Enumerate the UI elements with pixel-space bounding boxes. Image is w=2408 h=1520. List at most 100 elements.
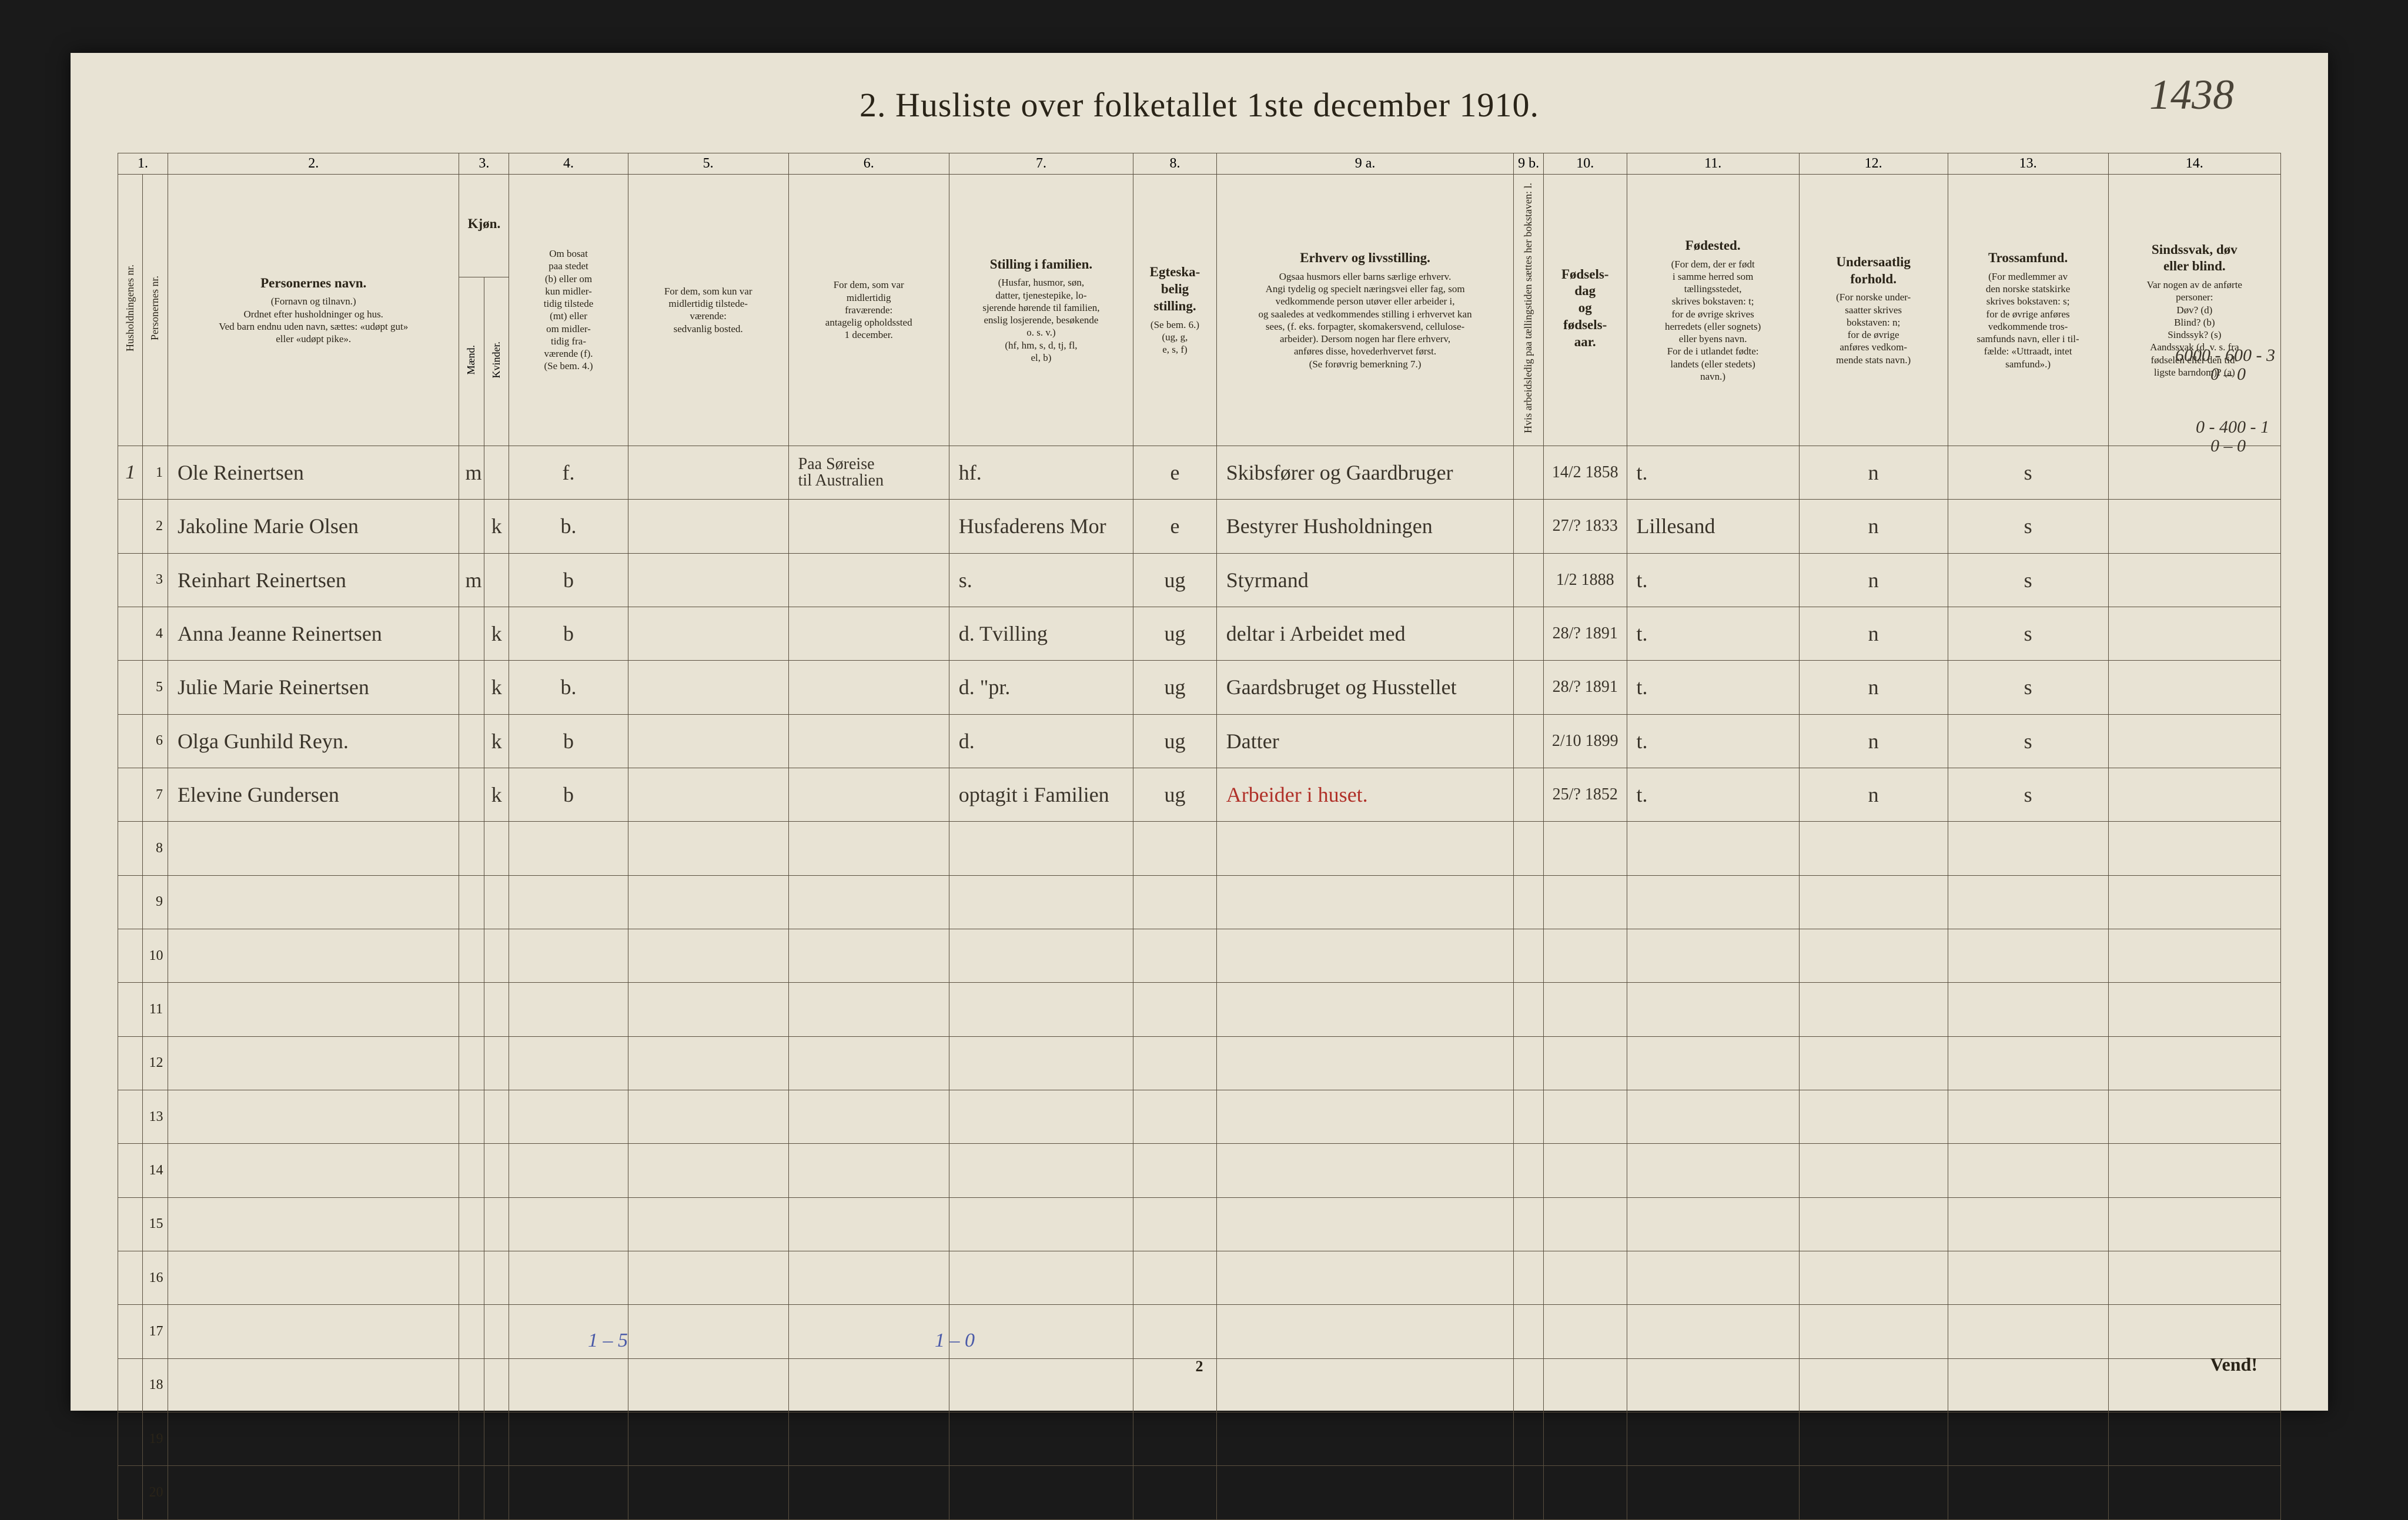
cell-empty — [949, 1358, 1133, 1412]
cell-empty — [1543, 1466, 1627, 1520]
cell-empty — [1627, 1197, 1799, 1251]
table-row: 17 — [118, 1305, 2281, 1358]
table-row: 20 — [118, 1466, 2281, 1520]
table-container: 1. 2. 3. 4. 5. 6. 7. 8. 9 a. 9 b. 10. 11… — [118, 153, 2281, 1328]
cell-household-nr — [118, 768, 143, 821]
cell-person-nr: 5 — [143, 661, 168, 714]
colnum-7: 7. — [949, 153, 1133, 175]
cell-empty — [2108, 875, 2280, 929]
cell-empty — [1543, 1412, 1627, 1465]
cell-household-nr — [118, 1090, 143, 1143]
cell-empty — [1627, 1144, 1799, 1197]
cell-family-pos: hf. — [949, 446, 1133, 499]
cell-marital: ug — [1133, 553, 1217, 607]
cell-empty — [484, 1036, 509, 1090]
cell-name: Anna Jeanne Reinertsen — [168, 607, 459, 660]
cell-empty — [168, 1251, 459, 1304]
cell-person-nr: 3 — [143, 553, 168, 607]
cell-empty — [1799, 1466, 1948, 1520]
cell-religion: s — [1948, 500, 2108, 553]
cell-empty — [1799, 822, 1948, 875]
cell-occupation: Bestyrer Husholdningen — [1216, 500, 1514, 553]
cell-dob: 14/2 1858 — [1543, 446, 1627, 499]
cell-empty — [1514, 1251, 1544, 1304]
cell-family-pos: d. — [949, 714, 1133, 768]
cell-person-nr: 7 — [143, 768, 168, 821]
cell-empty — [1133, 1036, 1217, 1090]
cell-empty — [788, 875, 949, 929]
cell-empty — [168, 1466, 459, 1520]
cell-empty — [788, 1197, 949, 1251]
cell-empty — [1948, 1412, 2108, 1465]
cell-empty — [1133, 1412, 1217, 1465]
cell-empty — [1133, 983, 1217, 1036]
cell-empty — [788, 822, 949, 875]
cell-empty — [2108, 1412, 2280, 1465]
cell-empty — [1216, 1251, 1514, 1304]
cell-empty — [1799, 983, 1948, 1036]
cell-residence: b — [509, 553, 628, 607]
cell-empty — [168, 1197, 459, 1251]
cell-person-nr: 10 — [143, 929, 168, 982]
cell-empty — [628, 1251, 788, 1304]
colnum-2: 2. — [168, 153, 459, 175]
cell-empty — [1133, 822, 1217, 875]
cell-empty — [509, 875, 628, 929]
cell-person-nr: 2 — [143, 500, 168, 553]
cell-empty — [1543, 1090, 1627, 1143]
cell-empty — [2108, 1466, 2280, 1520]
cell-person-nr: 12 — [143, 1036, 168, 1090]
cell-empty — [1948, 822, 2108, 875]
cell-empty — [1543, 1144, 1627, 1197]
cell-empty — [628, 822, 788, 875]
hdr-disability: Sindssvak, døveller blind. Var nogen av … — [2108, 175, 2280, 446]
cell-marital: ug — [1133, 607, 1217, 660]
margin-note: 0 – 0 — [2210, 436, 2246, 456]
cell-empty — [1948, 1358, 2108, 1412]
cell-sex-m — [459, 607, 484, 660]
cell-empty — [1948, 1144, 2108, 1197]
cell-empty — [949, 1036, 1133, 1090]
cell-empty — [1543, 1358, 1627, 1412]
cell-empty — [1543, 1251, 1627, 1304]
cell-empty — [628, 1144, 788, 1197]
cell-empty — [484, 1412, 509, 1465]
cell-empty — [1514, 1036, 1544, 1090]
hdr-religion: Trossamfund. (For medlemmer avden norske… — [1948, 175, 2108, 446]
cell-empty — [1799, 1358, 1948, 1412]
cell-family-pos: s. — [949, 553, 1133, 607]
cell-empty — [509, 1144, 628, 1197]
cell-empty — [484, 1090, 509, 1143]
table-row: 9 — [118, 875, 2281, 929]
cell-person-nr: 8 — [143, 822, 168, 875]
cell-household-nr — [118, 1412, 143, 1465]
table-row: 10 — [118, 929, 2281, 982]
cell-empty — [1543, 1036, 1627, 1090]
cell-empty — [459, 1358, 484, 1412]
cell-household-nr — [118, 1197, 143, 1251]
colnum-9b: 9 b. — [1514, 153, 1544, 175]
cell-empty — [949, 1090, 1133, 1143]
cell-dob: 28/? 1891 — [1543, 661, 1627, 714]
cell-sex-k — [484, 553, 509, 607]
cell-person-nr: 18 — [143, 1358, 168, 1412]
table-row: 6Olga Gunhild Reyn.kbd.ugDatter2/10 1899… — [118, 714, 2281, 768]
cell-empty — [509, 1466, 628, 1520]
table-row: 2Jakoline Marie Olsenkb.Husfaderens More… — [118, 500, 2281, 553]
cell-empty — [1216, 822, 1514, 875]
cell-empty — [1627, 1466, 1799, 1520]
cell-person-nr: 6 — [143, 714, 168, 768]
hdr-household-nr: Husholdningenes nr. — [118, 175, 143, 446]
cell-person-nr: 14 — [143, 1144, 168, 1197]
cell-empty — [1514, 1090, 1544, 1143]
hdr-name: Personernes navn. (Fornavn og tilnavn.)O… — [168, 175, 459, 446]
cell-empty — [1627, 1090, 1799, 1143]
cell-occupation: Skibsfører og Gaardbruger — [1216, 446, 1514, 499]
cell-household-nr — [118, 661, 143, 714]
cell-disability — [2108, 714, 2280, 768]
cell-family-pos: d. Tvilling — [949, 607, 1133, 660]
cell-empty — [1133, 1197, 1217, 1251]
cell-religion: s — [1948, 553, 2108, 607]
cell-empty — [949, 1412, 1133, 1465]
cell-empty — [1948, 1466, 2108, 1520]
